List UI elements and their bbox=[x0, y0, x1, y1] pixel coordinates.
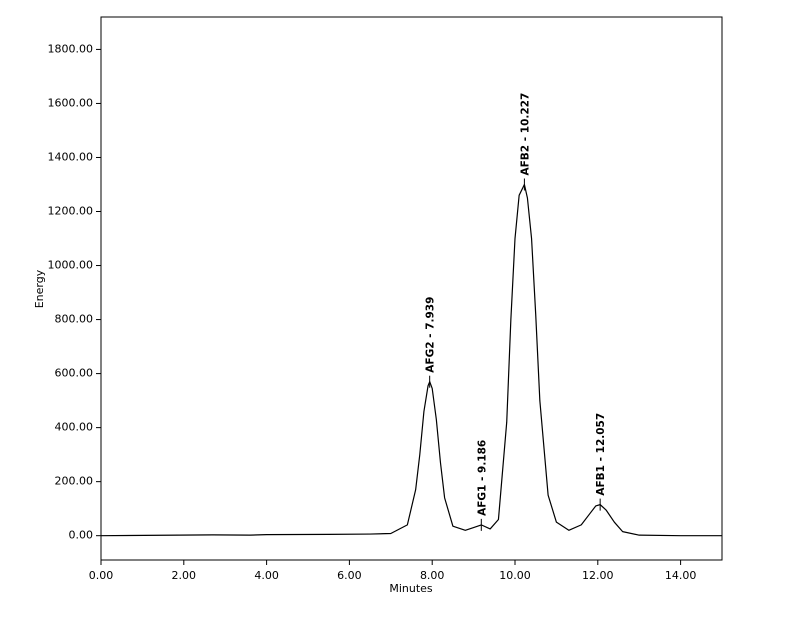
y-axis-label: Energy bbox=[33, 269, 46, 308]
x-tick-label: 2.00 bbox=[172, 569, 197, 582]
y-tick-label: 1200.00 bbox=[48, 205, 94, 218]
peak-label: AFB1 - 12.057 bbox=[595, 413, 607, 496]
x-tick-label: 12.00 bbox=[582, 569, 614, 582]
peak-label: AFB2 - 10.227 bbox=[519, 93, 531, 176]
x-tick-label: 6.00 bbox=[337, 569, 362, 582]
y-tick-label: 1000.00 bbox=[48, 259, 94, 272]
x-tick-label: 10.00 bbox=[499, 569, 531, 582]
peak-label: AFG1 - 9.186 bbox=[476, 440, 488, 516]
y-tick-label: 200.00 bbox=[55, 475, 94, 488]
y-tick-label: 800.00 bbox=[55, 313, 94, 326]
peak-label: AFG2 - 7.939 bbox=[425, 297, 437, 373]
x-axis-label: Minutes bbox=[389, 582, 433, 595]
chromatogram-line bbox=[100, 183, 722, 537]
y-tick-label: 1400.00 bbox=[48, 150, 94, 163]
y-tick-label: 1800.00 bbox=[48, 42, 94, 55]
x-tick-label: 14.00 bbox=[665, 569, 697, 582]
plot-frame bbox=[100, 16, 723, 561]
x-tick-label: 0.00 bbox=[89, 569, 114, 582]
y-tick-label: 1600.00 bbox=[48, 96, 94, 109]
x-tick-label: 4.00 bbox=[254, 569, 279, 582]
y-tick-label: 600.00 bbox=[55, 367, 94, 380]
y-tick-label: 400.00 bbox=[55, 421, 94, 434]
x-tick-label: 8.00 bbox=[420, 569, 445, 582]
y-tick-label: 0.00 bbox=[69, 529, 94, 542]
